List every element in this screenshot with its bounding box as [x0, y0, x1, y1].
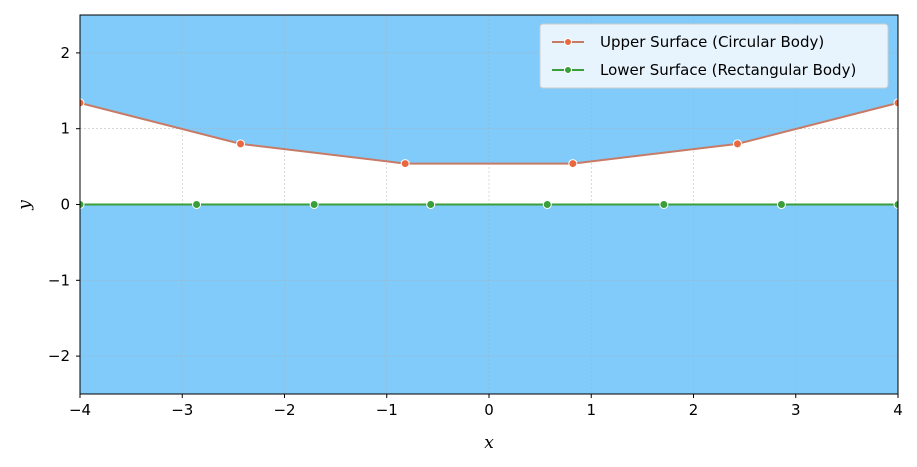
data-point: [732, 139, 742, 149]
y-axis-label: y: [15, 200, 35, 211]
legend-label-lower: Lower Surface (Rectangular Body): [600, 61, 856, 79]
y-tick-label: 1: [60, 120, 70, 138]
y-axis: −2 −1 0 1 2: [48, 44, 80, 365]
x-axis: −4 −3 −2 −1 0 1 2 3 4: [69, 394, 903, 419]
data-point: [776, 200, 786, 209]
y-tick-label: −1: [48, 271, 70, 289]
data-point: [80, 98, 85, 108]
legend-entry-lower: Lower Surface (Rectangular Body): [552, 61, 856, 79]
y-tick-label: 0: [60, 196, 70, 214]
x-tick-label: 2: [689, 401, 699, 419]
series-line-0: [80, 101, 898, 165]
series-1: [80, 200, 898, 209]
legend-marker-lower: [564, 66, 572, 74]
data-point: [426, 200, 436, 209]
x-axis-label: x: [484, 433, 494, 453]
data-point: [192, 200, 202, 209]
series-0: [80, 98, 898, 169]
legend-marker-upper: [564, 38, 572, 46]
data-point: [893, 98, 898, 108]
x-tick-label: 3: [791, 401, 801, 419]
x-tick-label: −2: [273, 401, 295, 419]
legend-entry-upper: Upper Surface (Circular Body): [552, 33, 824, 51]
legend-box: [539, 23, 889, 89]
x-tick-label: 0: [484, 401, 494, 419]
x-tick-label: −4: [69, 401, 91, 419]
y-tick-label: 2: [60, 44, 70, 62]
y-tick-label: −2: [48, 347, 70, 365]
data-point: [236, 139, 246, 149]
x-tick-label: 4: [893, 401, 903, 419]
legend-label-upper: Upper Surface (Circular Body): [600, 33, 824, 51]
data-point: [542, 200, 552, 209]
data-point: [568, 159, 578, 169]
legend: Upper Surface (Circular Body) Lower Surf…: [539, 23, 889, 89]
x-tick-label: −1: [376, 401, 398, 419]
data-point: [309, 200, 319, 209]
series-layer: [80, 98, 898, 209]
data-point: [893, 200, 898, 209]
x-tick-label: −3: [171, 401, 193, 419]
data-point: [80, 200, 85, 209]
data-point: [659, 200, 669, 209]
data-point: [400, 159, 410, 169]
x-tick-label: 1: [586, 401, 596, 419]
